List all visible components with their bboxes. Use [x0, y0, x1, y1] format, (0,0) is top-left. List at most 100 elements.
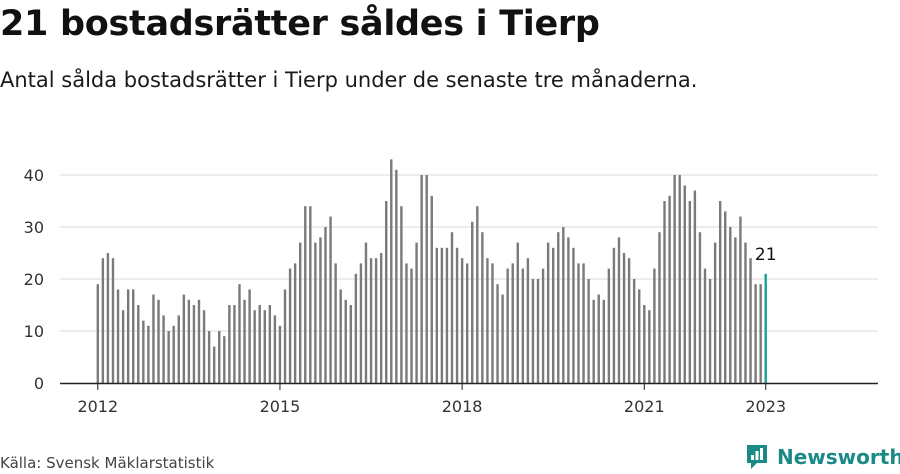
- bar: [121, 310, 125, 383]
- bar: [106, 253, 110, 383]
- y-tick-label: 10: [24, 322, 44, 341]
- bar: [410, 268, 413, 383]
- bar: [202, 310, 206, 383]
- bar: [288, 268, 292, 383]
- bar: [718, 201, 722, 383]
- bar: [602, 299, 605, 383]
- bar: [132, 289, 135, 383]
- bar: [405, 263, 408, 383]
- bar: [486, 258, 489, 383]
- bar: [142, 320, 145, 383]
- bar: [683, 185, 686, 383]
- bar: [445, 247, 449, 383]
- bar: [324, 227, 327, 383]
- bar: [673, 175, 676, 383]
- bar: [678, 175, 681, 383]
- bar: [658, 232, 661, 383]
- bar: [567, 237, 570, 383]
- bar: [471, 221, 474, 383]
- bar: [137, 305, 140, 383]
- bar: [126, 289, 130, 383]
- bar: [162, 315, 165, 383]
- bar: [627, 258, 631, 383]
- bar: [349, 305, 352, 383]
- bar: [293, 263, 297, 383]
- y-axis-ticks: 0 10 20 30 40: [24, 166, 44, 393]
- bar: [749, 258, 752, 383]
- bar-chart: 0 10 20 30 40 2012 2015 2018 2021 2023 21: [24, 159, 878, 416]
- x-axis-ticks: 2012 2015 2018 2021 2023: [77, 383, 786, 416]
- bar: [187, 299, 191, 383]
- bars: [96, 159, 767, 383]
- bar: [258, 305, 261, 383]
- bar: [450, 232, 454, 383]
- bar: [278, 325, 282, 383]
- bar-latest: [764, 273, 767, 383]
- bar: [713, 242, 717, 383]
- bar: [612, 247, 616, 383]
- bar: [400, 206, 403, 383]
- bar: [207, 331, 211, 383]
- bar: [703, 268, 707, 383]
- bar: [759, 284, 762, 383]
- bar: [511, 263, 514, 383]
- newsworthy-logo-icon: [747, 445, 767, 469]
- bar: [536, 279, 540, 383]
- bar: [374, 258, 378, 383]
- bar: [415, 242, 418, 383]
- bar: [420, 175, 423, 383]
- bar: [385, 201, 388, 383]
- bar: [182, 294, 186, 383]
- bar: [638, 289, 641, 383]
- chart-subtitle: Antal sålda bostadsrätter i Tierp under …: [0, 68, 698, 92]
- bar: [116, 289, 120, 383]
- bar: [531, 279, 535, 383]
- bar: [172, 325, 175, 383]
- bar: [238, 284, 241, 383]
- bar: [546, 242, 550, 383]
- bar: [491, 263, 494, 383]
- bar: [314, 242, 317, 383]
- bar: [395, 169, 398, 383]
- bar: [653, 268, 656, 383]
- bar: [693, 190, 697, 383]
- bar: [597, 294, 600, 383]
- bar: [577, 263, 580, 383]
- bar: [526, 258, 530, 383]
- bar: [223, 336, 226, 383]
- bar: [481, 232, 484, 383]
- brand-logo[interactable]: Newsworthy: [745, 442, 900, 472]
- bar: [304, 206, 307, 383]
- brand-name: Newsworthy: [777, 445, 900, 469]
- bar: [476, 206, 479, 383]
- bar: [390, 159, 393, 383]
- bar: [754, 284, 757, 383]
- x-tick-label: 2015: [260, 397, 301, 416]
- bar: [344, 299, 347, 383]
- bar: [101, 258, 105, 383]
- bar: [506, 268, 509, 383]
- bar: [329, 216, 332, 383]
- bar: [233, 305, 236, 383]
- bar: [739, 216, 742, 383]
- bar: [299, 242, 302, 383]
- bar: [724, 211, 727, 383]
- bar: [309, 206, 312, 383]
- bar: [557, 232, 560, 383]
- bar: [273, 315, 277, 383]
- x-tick-label: 2012: [77, 397, 118, 416]
- bar: [562, 227, 565, 383]
- bar: [197, 299, 201, 383]
- bar: [430, 195, 433, 383]
- bar: [354, 273, 358, 383]
- bar: [521, 268, 525, 383]
- bar: [147, 325, 150, 383]
- bar: [582, 263, 585, 383]
- bar: [177, 315, 180, 383]
- bar: [248, 289, 251, 383]
- bar: [648, 310, 651, 383]
- chart-title: 21 bostadsrätter såldes i Tierp: [0, 4, 600, 44]
- bar: [167, 331, 170, 383]
- bar: [465, 263, 469, 383]
- bar: [263, 310, 266, 383]
